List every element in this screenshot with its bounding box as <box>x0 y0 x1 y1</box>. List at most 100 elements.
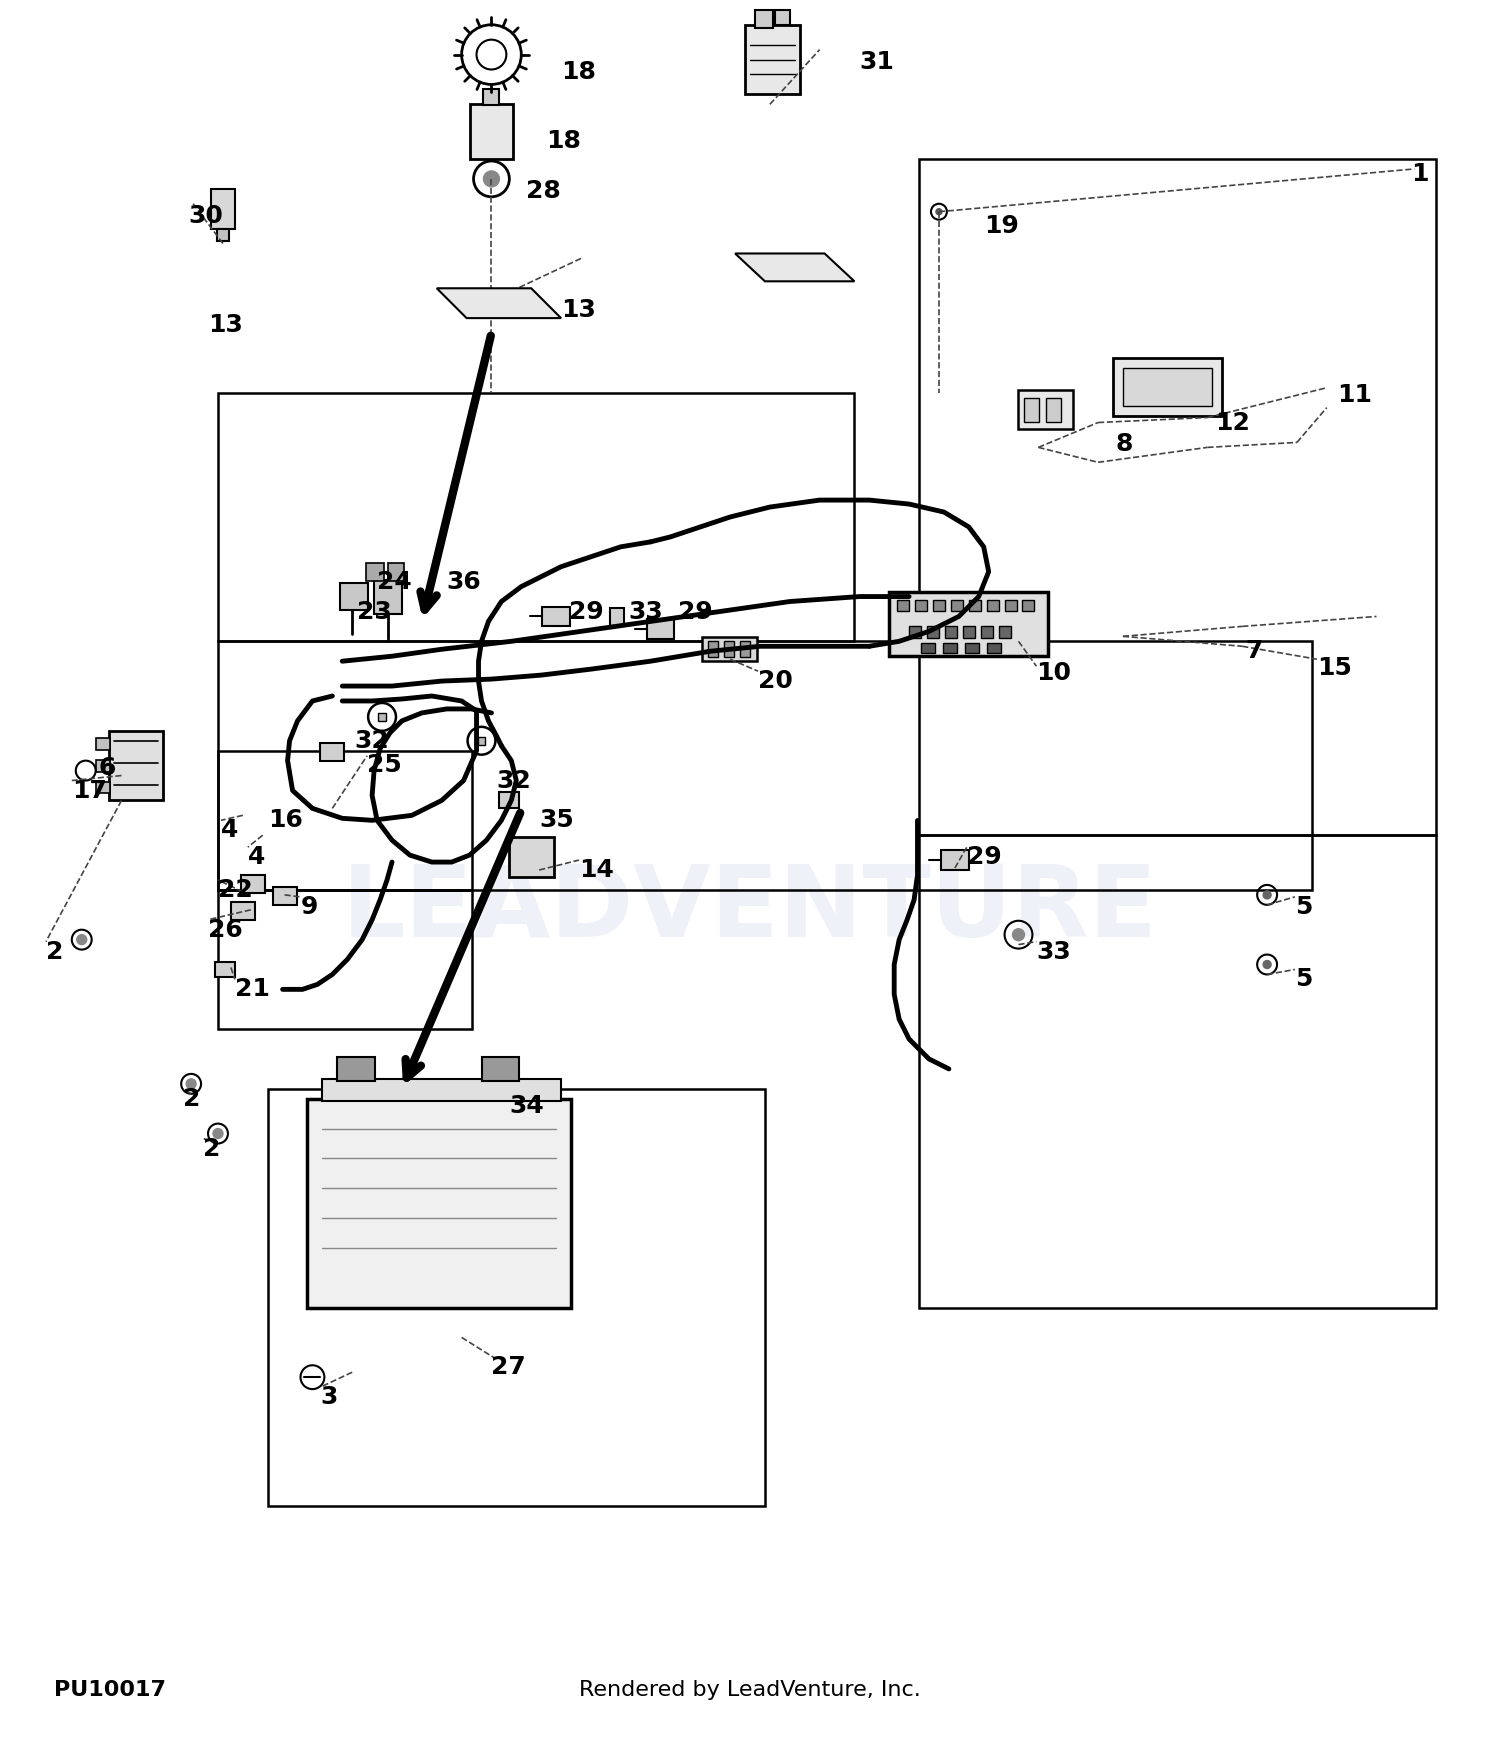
Text: 7: 7 <box>1245 639 1263 663</box>
Circle shape <box>936 208 942 215</box>
Text: 12: 12 <box>1215 411 1251 434</box>
Bar <box>340 583 368 611</box>
Text: 22: 22 <box>217 878 252 901</box>
Bar <box>1047 397 1062 422</box>
Bar <box>96 738 109 749</box>
Bar <box>322 1078 561 1101</box>
Text: 31: 31 <box>859 49 894 74</box>
Text: 32: 32 <box>496 768 531 793</box>
Bar <box>374 579 402 614</box>
Polygon shape <box>436 289 561 318</box>
Bar <box>217 640 1312 891</box>
Text: 4: 4 <box>248 845 266 870</box>
Bar <box>482 1057 519 1082</box>
Circle shape <box>1263 891 1270 900</box>
Bar <box>1024 397 1039 422</box>
Bar <box>378 712 386 721</box>
Bar <box>338 1057 375 1082</box>
Text: 29: 29 <box>568 600 604 623</box>
Bar <box>217 891 471 1029</box>
Text: 32: 32 <box>354 728 388 752</box>
Bar <box>987 644 1000 653</box>
Circle shape <box>213 1129 223 1139</box>
Text: 4: 4 <box>220 819 238 842</box>
Bar <box>646 620 675 639</box>
Bar <box>708 640 718 658</box>
Bar <box>308 1099 572 1307</box>
Bar <box>945 626 957 639</box>
Text: 34: 34 <box>510 1094 544 1118</box>
Bar <box>776 10 790 24</box>
Bar <box>754 10 772 28</box>
Text: 18: 18 <box>546 130 580 154</box>
Bar <box>96 760 109 772</box>
Text: 24: 24 <box>376 570 412 593</box>
Text: 16: 16 <box>267 808 303 833</box>
Text: LEADVENTURE: LEADVENTURE <box>342 861 1158 959</box>
Text: 33: 33 <box>628 600 663 623</box>
Bar <box>96 782 109 793</box>
Bar <box>388 564 404 581</box>
Text: 3: 3 <box>321 1386 338 1409</box>
Text: 9: 9 <box>300 894 318 919</box>
Bar <box>981 626 993 639</box>
Text: 2: 2 <box>202 1136 220 1160</box>
Bar <box>470 105 513 159</box>
Text: 5: 5 <box>1294 894 1312 919</box>
Text: 35: 35 <box>538 808 574 833</box>
Bar <box>987 600 999 611</box>
Text: 15: 15 <box>1317 656 1352 681</box>
Text: PU10017: PU10017 <box>54 1680 166 1701</box>
Text: 23: 23 <box>357 600 392 623</box>
Bar <box>214 961 236 978</box>
Bar <box>921 644 934 653</box>
Circle shape <box>483 172 500 187</box>
Bar <box>483 89 500 105</box>
Bar <box>724 640 734 658</box>
Text: 36: 36 <box>447 570 482 593</box>
Polygon shape <box>735 254 855 282</box>
Bar <box>273 887 297 905</box>
Text: Rendered by LeadVenture, Inc.: Rendered by LeadVenture, Inc. <box>579 1680 921 1701</box>
Circle shape <box>76 934 87 945</box>
Bar <box>1005 600 1017 611</box>
Bar <box>211 189 236 229</box>
Bar <box>944 644 957 653</box>
Text: 13: 13 <box>209 313 243 338</box>
Bar <box>217 392 855 640</box>
Bar <box>927 626 939 639</box>
Text: 28: 28 <box>526 178 561 203</box>
Bar <box>963 626 975 639</box>
Bar <box>999 626 1011 639</box>
Bar <box>108 732 164 800</box>
Text: 26: 26 <box>209 917 243 942</box>
Bar <box>267 1088 765 1507</box>
Bar <box>909 626 921 639</box>
Bar <box>746 24 800 94</box>
Bar <box>242 875 264 892</box>
Text: 17: 17 <box>72 779 106 803</box>
Bar <box>890 592 1048 656</box>
Text: 6: 6 <box>99 756 116 780</box>
Bar <box>510 836 554 877</box>
Text: 14: 14 <box>579 858 614 882</box>
Text: 29: 29 <box>678 600 712 623</box>
Text: 13: 13 <box>561 298 596 322</box>
Bar <box>702 637 758 662</box>
Bar <box>940 850 969 870</box>
Bar <box>897 600 909 611</box>
Bar <box>915 600 927 611</box>
Circle shape <box>1263 961 1270 968</box>
Text: 33: 33 <box>1036 940 1071 964</box>
Text: 2: 2 <box>46 940 63 964</box>
Bar <box>964 644 978 653</box>
Bar <box>1019 390 1072 429</box>
Bar <box>217 229 229 240</box>
Text: 11: 11 <box>1336 383 1371 406</box>
Bar <box>610 609 624 626</box>
Bar <box>500 793 519 808</box>
Text: 18: 18 <box>561 60 596 84</box>
Bar <box>969 600 981 611</box>
Text: 27: 27 <box>492 1354 526 1379</box>
Text: 10: 10 <box>1036 662 1071 686</box>
